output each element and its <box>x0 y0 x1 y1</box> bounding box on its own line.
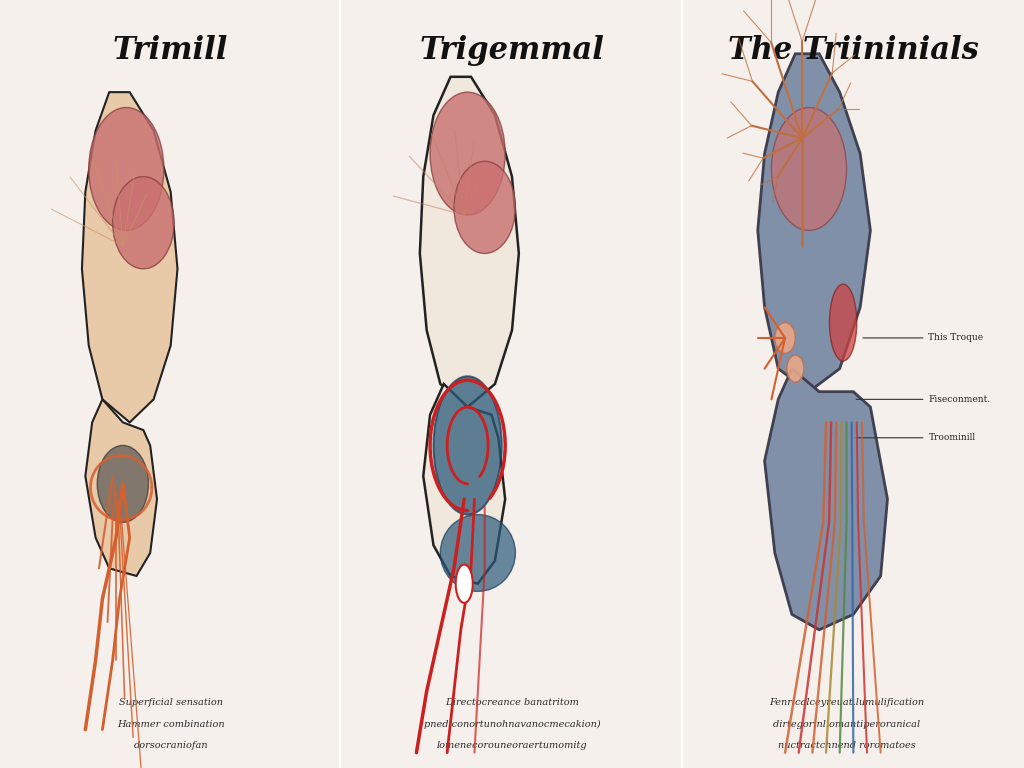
Text: lomenecorouneoraertumomitg: lomenecorouneoraertumomitg <box>436 741 588 750</box>
Text: Trimill: Trimill <box>113 35 228 65</box>
Text: pned conortunohnavanocmecakion): pned conortunohnavanocmecakion) <box>424 720 600 729</box>
Text: This Troque: This Troque <box>863 333 983 343</box>
Polygon shape <box>85 399 157 576</box>
Ellipse shape <box>771 108 847 230</box>
Text: nuctractchnend roromatoes: nuctractchnend roromatoes <box>777 741 915 750</box>
Ellipse shape <box>89 108 164 230</box>
Text: Hammer combination: Hammer combination <box>117 720 224 729</box>
Text: The Triininials: The Triininials <box>728 35 979 65</box>
Ellipse shape <box>775 323 796 353</box>
Ellipse shape <box>433 376 502 515</box>
Ellipse shape <box>97 445 148 522</box>
Text: Fiseconment.: Fiseconment. <box>856 395 990 404</box>
Text: Troominill: Troominill <box>856 433 976 442</box>
Text: Directocreance banatritom: Directocreance banatritom <box>445 698 579 707</box>
Polygon shape <box>420 77 519 407</box>
Polygon shape <box>82 92 177 422</box>
Ellipse shape <box>440 515 515 591</box>
Ellipse shape <box>430 92 505 215</box>
Text: Superficial sensation: Superficial sensation <box>119 698 222 707</box>
Text: Fenricalceyreuat.lumulification: Fenricalceyreuat.lumulification <box>769 698 924 707</box>
Ellipse shape <box>113 177 174 269</box>
Polygon shape <box>765 369 888 630</box>
Text: dirtegorinl omantiperoranical: dirtegorinl omantiperoranical <box>773 720 921 729</box>
Ellipse shape <box>786 355 804 382</box>
Polygon shape <box>758 54 870 392</box>
Text: dorsocraniofan: dorsocraniofan <box>133 741 208 750</box>
Circle shape <box>456 564 473 603</box>
Polygon shape <box>423 384 505 584</box>
Text: Trigemmal: Trigemmal <box>420 35 604 65</box>
Ellipse shape <box>454 161 515 253</box>
Ellipse shape <box>829 284 857 361</box>
